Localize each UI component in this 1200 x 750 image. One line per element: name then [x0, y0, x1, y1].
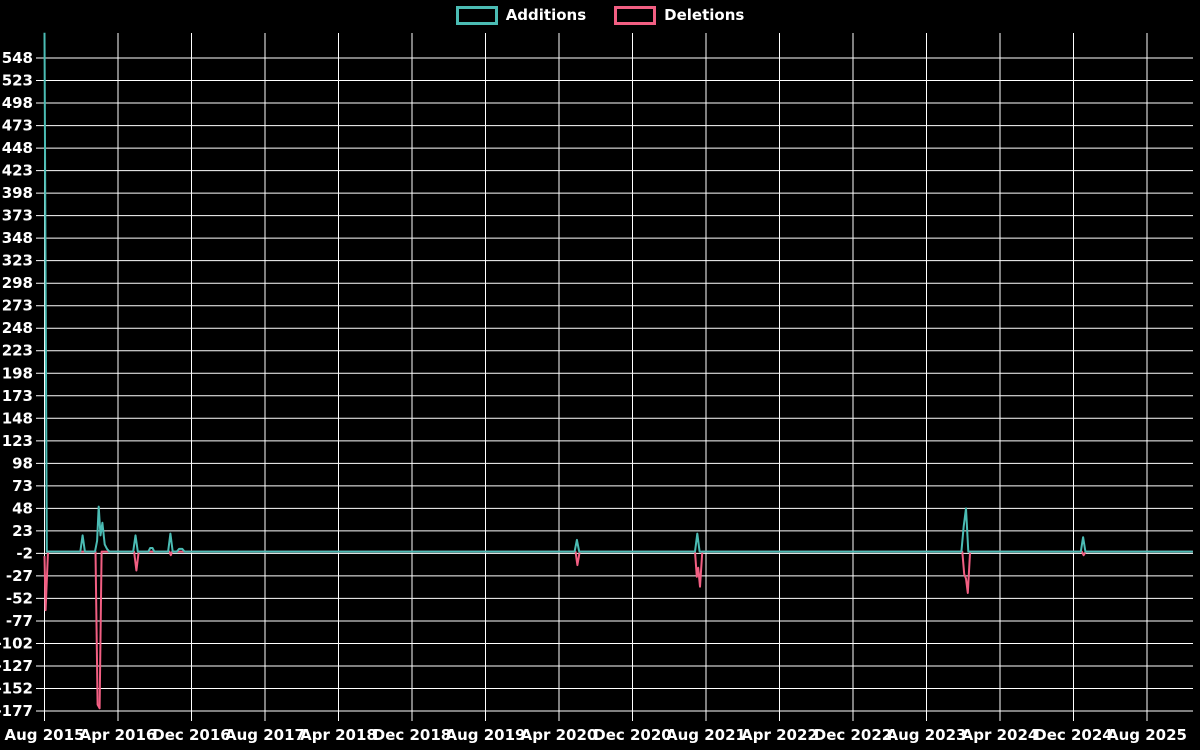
svg-text:-177: -177 — [0, 702, 33, 720]
svg-text:Dec 2024: Dec 2024 — [1034, 726, 1113, 744]
svg-text:Apr 2016: Apr 2016 — [80, 726, 157, 744]
svg-text:448: 448 — [2, 139, 33, 157]
svg-text:523: 523 — [2, 72, 33, 90]
vertical-gridlines — [44, 33, 1148, 721]
svg-text:373: 373 — [2, 207, 33, 225]
svg-text:473: 473 — [2, 117, 33, 135]
svg-text:Aug 2025: Aug 2025 — [1107, 726, 1187, 744]
additions-line — [43, 32, 1193, 553]
svg-text:123: 123 — [2, 432, 33, 450]
svg-text:Aug 2021: Aug 2021 — [666, 726, 746, 744]
svg-text:Dec 2022: Dec 2022 — [814, 726, 893, 744]
svg-text:Aug 2023: Aug 2023 — [887, 726, 967, 744]
svg-text:398: 398 — [2, 184, 33, 202]
y-axis-labels: 548 523 498 473 448 423 398 373 348 323 298 273 248 2… — [0, 49, 33, 720]
legend-additions-label: Additions — [505, 6, 587, 24]
svg-text:Aug 2017: Aug 2017 — [225, 726, 305, 744]
svg-text:-77: -77 — [6, 612, 33, 630]
svg-text:Apr 2020: Apr 2020 — [521, 726, 598, 744]
svg-text:Apr 2024: Apr 2024 — [962, 726, 1039, 744]
svg-text:Aug 2019: Aug 2019 — [446, 726, 526, 744]
svg-text:Dec 2018: Dec 2018 — [373, 726, 452, 744]
svg-text:198: 198 — [2, 364, 33, 382]
svg-text:148: 148 — [2, 409, 33, 427]
svg-text:98: 98 — [12, 454, 33, 472]
svg-text:348: 348 — [2, 229, 33, 247]
svg-text:-102: -102 — [0, 634, 33, 652]
horizontal-gridlines — [36, 57, 1193, 712]
svg-text:423: 423 — [2, 162, 33, 180]
svg-text:323: 323 — [2, 252, 33, 270]
svg-text:173: 173 — [2, 387, 33, 405]
additions-swatch-icon — [455, 6, 498, 25]
svg-text:-127: -127 — [0, 657, 33, 675]
svg-text:223: 223 — [2, 342, 33, 360]
svg-text:Dec 2020: Dec 2020 — [593, 726, 672, 744]
svg-text:Apr 2022: Apr 2022 — [741, 726, 818, 744]
svg-text:48: 48 — [12, 499, 33, 517]
svg-text:-152: -152 — [0, 680, 33, 698]
svg-text:-2: -2 — [16, 544, 33, 562]
svg-text:23: 23 — [12, 522, 33, 540]
chart-legend: Additions Deletions — [0, 6, 1200, 25]
svg-text:Dec 2016: Dec 2016 — [152, 726, 231, 744]
svg-text:-27: -27 — [6, 567, 33, 585]
legend-item-deletions[interactable]: Deletions — [614, 6, 744, 25]
svg-text:Aug 2015: Aug 2015 — [5, 726, 85, 744]
svg-text:498: 498 — [2, 94, 33, 112]
svg-text:273: 273 — [2, 297, 33, 315]
svg-text:548: 548 — [2, 49, 33, 67]
svg-text:248: 248 — [2, 319, 33, 337]
svg-text:298: 298 — [2, 274, 33, 292]
deletions-line — [43, 550, 1193, 710]
svg-text:73: 73 — [12, 477, 33, 495]
svg-text:-52: -52 — [6, 589, 33, 607]
svg-text:Apr 2018: Apr 2018 — [300, 726, 377, 744]
deletions-swatch-icon — [614, 6, 657, 25]
legend-deletions-label: Deletions — [664, 6, 745, 24]
legend-item-additions[interactable]: Additions — [455, 6, 587, 25]
